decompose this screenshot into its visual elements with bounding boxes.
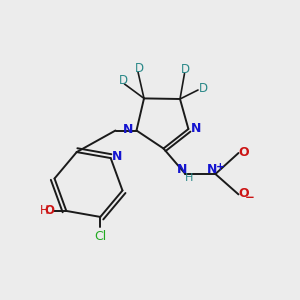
Text: O: O: [238, 146, 249, 159]
Text: +: +: [216, 162, 225, 172]
Text: O: O: [45, 203, 55, 217]
Text: D: D: [118, 74, 127, 88]
Text: N: N: [207, 163, 218, 176]
Text: D: D: [135, 62, 144, 75]
Text: O: O: [238, 187, 249, 200]
Text: D: D: [181, 63, 190, 76]
Text: N: N: [112, 150, 122, 163]
Text: H: H: [39, 203, 48, 217]
Text: Cl: Cl: [94, 230, 106, 243]
Text: N: N: [190, 122, 201, 135]
Text: H: H: [185, 173, 193, 183]
Text: N: N: [123, 123, 133, 136]
Text: N: N: [177, 163, 188, 176]
Text: −: −: [245, 191, 255, 205]
Text: D: D: [199, 82, 208, 95]
